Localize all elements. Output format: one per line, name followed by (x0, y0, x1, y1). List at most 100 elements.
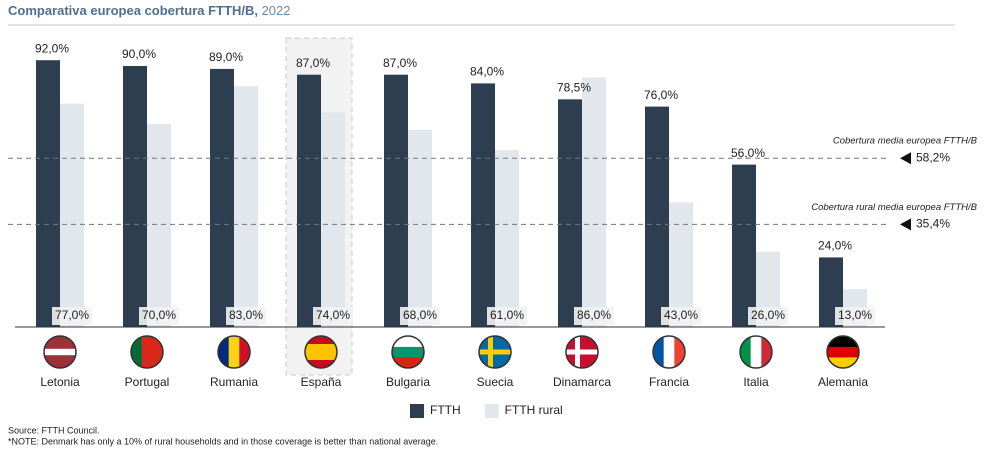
value-label: 86,0% (577, 308, 611, 322)
value-label: 89,0% (209, 50, 243, 64)
flag (392, 336, 424, 368)
legend-label: FTTH rural (505, 403, 563, 417)
value-label: 84,0% (470, 65, 504, 79)
value-label: 74,0% (316, 308, 350, 322)
legend-swatch (484, 404, 499, 418)
x-tick-label: Letonia (40, 375, 80, 389)
value-label: 13,0% (838, 308, 872, 322)
note: *NOTE: Denmark has only a 10% of rural h… (8, 436, 438, 446)
bar (582, 77, 606, 327)
x-tick-label: España (301, 375, 342, 389)
value-label: 83,0% (229, 308, 263, 322)
x-tick-label: Rumania (210, 375, 258, 389)
reference-text: Cobertura rural media europea FTTH/B (811, 202, 977, 213)
flag-stripe (392, 336, 424, 348)
flag-stripe (392, 357, 424, 368)
flag-stripe (305, 336, 337, 345)
flag-border (391, 335, 425, 369)
x-tick-label: Italia (743, 375, 769, 389)
flag-stripe (761, 336, 772, 368)
flag-border (478, 335, 512, 369)
flag (653, 336, 685, 368)
flag-stripe (653, 336, 665, 368)
bar (408, 129, 432, 327)
value-label: 87,0% (383, 56, 417, 70)
x-tick-label: Bulgaria (386, 375, 430, 389)
flag-stripe (740, 336, 752, 368)
value-label: 56,0% (731, 146, 765, 160)
flag-border (304, 335, 338, 369)
flag-stripe (827, 357, 859, 368)
flag-border (217, 335, 251, 369)
flag-border (739, 335, 773, 369)
value-label-bg (52, 307, 92, 325)
flag-stripe (305, 360, 337, 368)
value-label-bg (313, 307, 353, 325)
flag-stripe (663, 336, 675, 368)
flag-border (826, 335, 860, 369)
flag-stripe (44, 348, 76, 356)
chart-title: Comparativa europea cobertura FTTH/B, (8, 3, 258, 18)
x-tick-label: Suecia (477, 375, 514, 389)
flag-stripe (827, 346, 859, 358)
bar (558, 99, 582, 327)
value-label: 70,0% (142, 308, 176, 322)
flag-border (652, 335, 686, 369)
flag-stripe (141, 336, 153, 368)
flag-stripe (305, 344, 337, 361)
flag-cross (566, 349, 598, 355)
value-label-bg (835, 307, 875, 325)
bar (147, 124, 171, 327)
value-label: 68,0% (403, 308, 437, 322)
x-tick-label: Francia (649, 375, 689, 389)
flag-border (565, 335, 599, 369)
value-label-bg (748, 307, 788, 325)
bar (732, 164, 756, 327)
value-label-bg (139, 307, 179, 325)
value-label-bg (226, 307, 266, 325)
bar (321, 112, 345, 328)
bar (297, 74, 321, 327)
flag-cross (479, 349, 511, 355)
flag (218, 336, 250, 368)
flag (305, 336, 337, 368)
bar (234, 86, 258, 327)
bar (669, 202, 693, 327)
flag (131, 336, 163, 368)
value-label: 43,0% (664, 308, 698, 322)
flag (566, 336, 598, 368)
reference-label: 35,4% (916, 217, 950, 231)
flag-stripe (44, 355, 76, 368)
x-tick-label: Dinamarca (553, 375, 611, 389)
reference-label: 58,2% (916, 150, 950, 164)
bar (645, 106, 669, 327)
flag-stripe (152, 336, 163, 368)
flag-stripe (239, 336, 250, 368)
legend-swatch (410, 404, 424, 418)
flag (44, 336, 76, 368)
bar (495, 150, 519, 327)
flag-stripe (44, 336, 76, 350)
value-label-bg (574, 307, 614, 325)
value-label: 24,0% (818, 239, 852, 253)
bar (210, 68, 234, 328)
chart-title: Comparativa europea cobertura FTTH/B, 20… (8, 3, 291, 18)
bar (384, 74, 408, 327)
flag-stripe (131, 336, 143, 368)
flag-stripe (674, 336, 685, 368)
value-label: 77,0% (55, 308, 89, 322)
value-label: 76,0% (644, 88, 678, 102)
value-label-bg (661, 307, 701, 325)
flag-border (130, 335, 164, 369)
value-label: 61,0% (490, 308, 524, 322)
chart-subtitle: 2022 (262, 3, 291, 18)
flag-stripe (228, 336, 240, 368)
flag (479, 336, 511, 368)
value-label-bg (400, 307, 440, 325)
reference-arrow (900, 218, 911, 231)
flag-stripe (827, 336, 859, 348)
bar (60, 103, 84, 327)
flag-stripe (750, 336, 762, 368)
x-tick-label: Portugal (125, 375, 170, 389)
source: Source: FTTH Council. (8, 425, 100, 435)
